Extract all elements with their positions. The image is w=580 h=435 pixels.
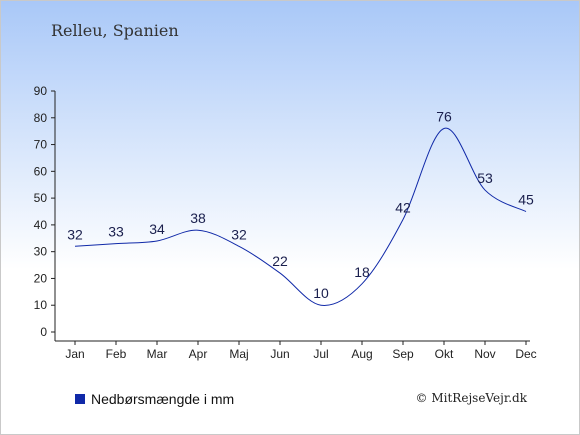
x-tick-label: Jun [270,347,289,361]
legend-label: Nedbørsmængde i mm [91,391,235,407]
x-tick-label: Feb [106,347,127,361]
y-tick-label: 80 [34,111,48,125]
x-tick-label: Okt [435,347,454,361]
legend-swatch [75,394,85,404]
y-tick-label: 70 [34,138,48,152]
data-label: 33 [108,224,124,240]
chart-title: Relleu, Spanien [51,21,179,40]
y-tick-label: 0 [40,325,47,339]
data-label: 22 [272,253,288,269]
x-tick-label: Mar [147,347,168,361]
y-tick-label: 10 [34,298,48,312]
y-tick-label: 50 [34,191,48,205]
x-tick-label: Nov [474,347,495,361]
y-axis-ticks: 0 10 20 30 40 50 60 70 80 90 [34,84,55,339]
x-tick-label: Dec [515,347,536,361]
x-tick-label: Jan [65,347,84,361]
legend: Nedbørsmængde i mm [75,391,234,407]
data-labels: 32 33 34 38 32 22 10 18 42 76 53 45 [67,108,534,301]
y-tick-label: 40 [34,218,48,232]
data-label: 18 [354,264,370,280]
x-tick-label: Maj [229,347,248,361]
x-axis-ticks: Jan Feb Mar Apr Maj Jun Jul Aug Sep Okt Nov Dec [65,341,537,361]
data-label: 42 [395,200,411,216]
y-tick-label: 60 [34,164,48,178]
y-tick-label: 20 [34,271,48,285]
data-label: 32 [67,226,83,242]
copyright-text: © MitRejseVejr.dk [415,391,527,405]
data-label: 53 [477,170,493,186]
precipitation-series-line [74,127,527,306]
data-label: 32 [231,226,247,242]
data-label: 45 [518,192,534,208]
y-tick-label: 90 [34,84,48,98]
data-label: 10 [313,285,329,301]
x-tick-label: Aug [351,347,372,361]
x-tick-label: Apr [189,347,208,361]
data-label: 76 [436,108,452,124]
data-label: 34 [149,221,165,237]
y-tick-label: 30 [34,245,48,259]
data-label: 38 [190,210,206,226]
x-tick-label: Jul [313,347,328,361]
x-tick-label: Sep [392,347,414,361]
